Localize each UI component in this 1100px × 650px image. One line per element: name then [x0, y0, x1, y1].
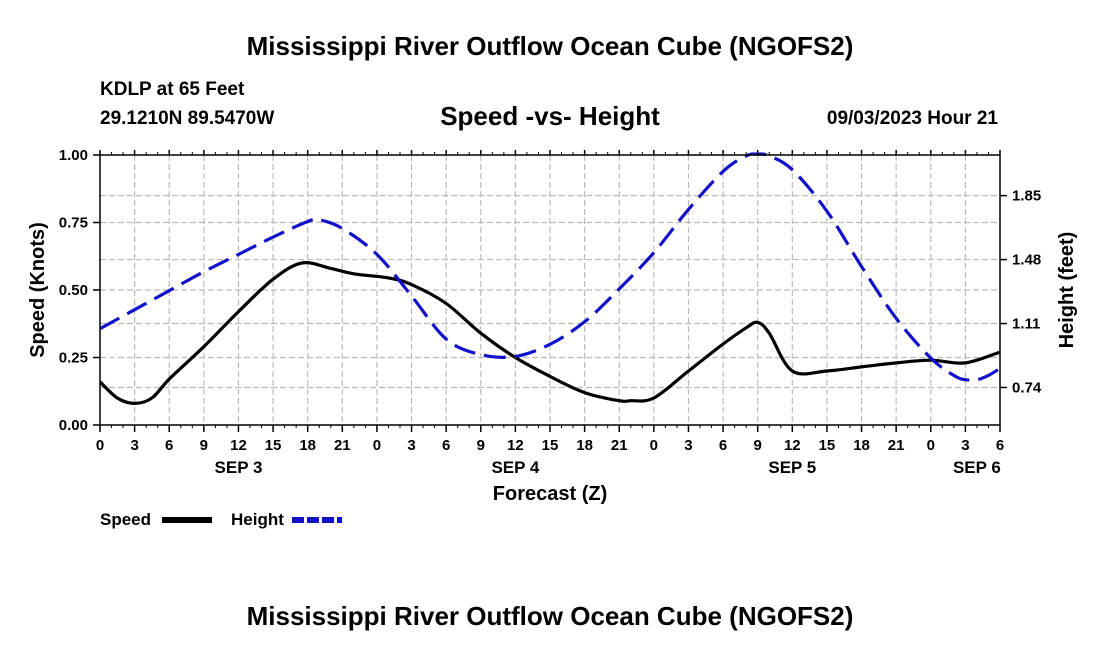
- y-axis-title: Speed (Knots): [27, 222, 49, 358]
- x-tick-label: 6: [165, 437, 173, 454]
- station-coords: 29.1210N 89.5470W: [100, 108, 274, 129]
- legend: Speed Height: [100, 510, 342, 529]
- y2-tick-label: 1.85: [1012, 188, 1041, 205]
- x-tick-label: 0: [373, 437, 381, 454]
- y-tick-label: 0.00: [59, 417, 88, 434]
- tick-labels: 0 3 6 9 12 15 18 21 0 3 6 9 12 15 18 21 0 3 6 9 12 15 18 21 0 3 6 S…: [59, 147, 1042, 477]
- day-label: SEP 4: [491, 458, 539, 477]
- chart-title: Speed -vs- Height: [440, 101, 660, 131]
- legend-speed-label: Speed: [100, 510, 151, 529]
- x-tick-label: 18: [576, 437, 593, 454]
- y-tick-label: 0.25: [59, 350, 88, 367]
- day-label: SEP 6: [953, 458, 1001, 477]
- x-tick-label: 6: [996, 437, 1004, 454]
- y-tick-label: 1.00: [59, 147, 88, 164]
- x-axis-title: Forecast (Z): [493, 483, 607, 505]
- x-tick-label: 9: [754, 437, 762, 454]
- x-tick-label: 6: [442, 437, 450, 454]
- x-tick-label: 9: [200, 437, 208, 454]
- y2-tick-label: 1.48: [1012, 252, 1041, 269]
- x-tick-label: 3: [961, 437, 969, 454]
- x-tick-label: 12: [784, 437, 801, 454]
- x-tick-label: 0: [650, 437, 658, 454]
- day-label: SEP 5: [768, 458, 816, 477]
- legend-height-label: Height: [231, 510, 284, 529]
- y-tick-label: 0.75: [59, 215, 88, 232]
- x-tick-label: 0: [927, 437, 935, 454]
- forecast-timestamp: 09/03/2023 Hour 21: [827, 108, 999, 129]
- x-tick-label: 6: [719, 437, 727, 454]
- y-tick-label: 0.50: [59, 282, 88, 299]
- x-tick-label: 15: [542, 437, 559, 454]
- x-tick-label: 0: [96, 437, 104, 454]
- x-tick-label: 3: [407, 437, 415, 454]
- x-tick-label: 3: [130, 437, 138, 454]
- series-layer: [98, 152, 1001, 405]
- x-tick-label: 12: [230, 437, 247, 454]
- x-tick-label: 21: [334, 437, 351, 454]
- grid: [100, 155, 1000, 425]
- x-tick-label: 15: [819, 437, 836, 454]
- x-tick-label: 12: [507, 437, 524, 454]
- y2-tick-label: 0.74: [1012, 379, 1042, 396]
- speed-series-line: [98, 261, 1001, 405]
- page-title: Mississippi River Outflow Ocean Cube (NG…: [247, 31, 854, 61]
- x-tick-label: 9: [477, 437, 485, 454]
- x-tick-label: 18: [853, 437, 870, 454]
- x-tick-label: 3: [684, 437, 692, 454]
- station-label: KDLP at 65 Feet: [100, 79, 245, 100]
- x-tick-label: 15: [265, 437, 282, 454]
- day-label: SEP 3: [215, 458, 263, 477]
- height-series-line: [99, 152, 1001, 382]
- plot-frame: [93, 150, 1007, 432]
- x-tick-label: 21: [611, 437, 628, 454]
- x-tick-label: 18: [299, 437, 316, 454]
- y2-axis-title: Height (feet): [1056, 232, 1078, 349]
- y2-tick-label: 1.11: [1012, 316, 1040, 333]
- footer-title: Mississippi River Outflow Ocean Cube (NG…: [247, 601, 854, 631]
- x-tick-label: 21: [888, 437, 905, 454]
